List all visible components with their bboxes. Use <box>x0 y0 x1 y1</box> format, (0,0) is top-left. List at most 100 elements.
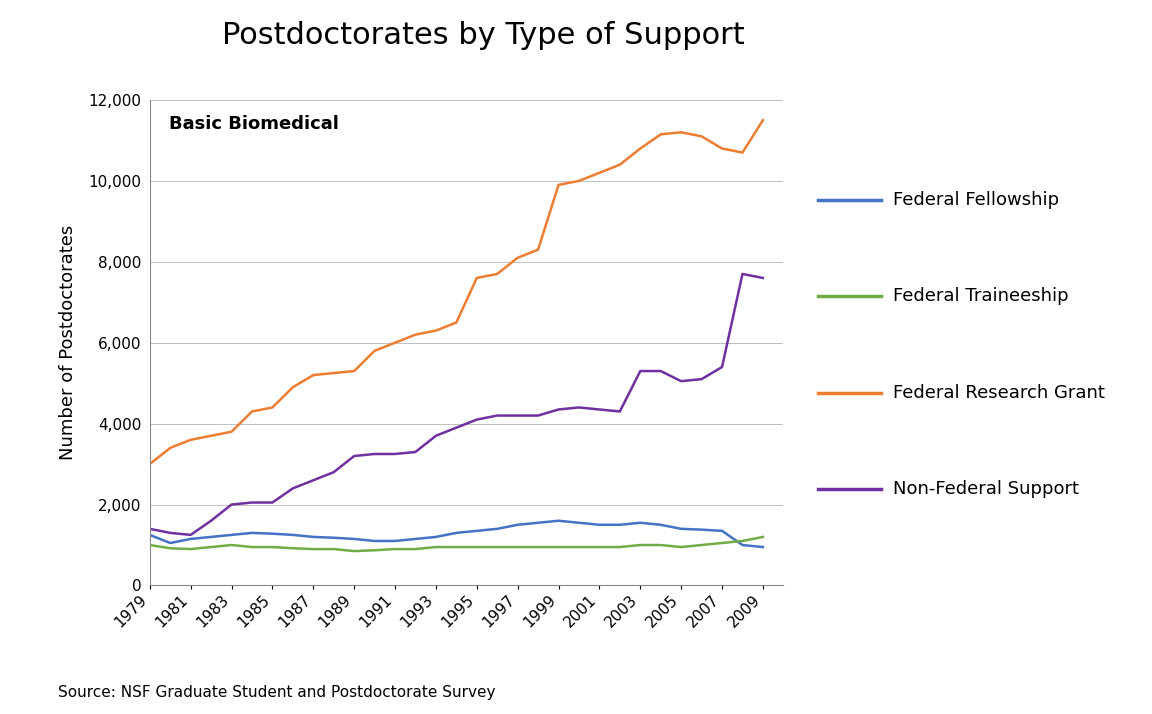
Federal Fellowship <box>409 535 423 543</box>
Federal Traineeship <box>367 546 381 555</box>
Text: Postdoctorates by Type of Support: Postdoctorates by Type of Support <box>222 21 745 51</box>
Federal Traineeship <box>634 540 647 549</box>
Line: Non-Federal Support: Non-Federal Support <box>150 274 763 535</box>
Federal Traineeship <box>573 543 586 551</box>
Non-Federal Support <box>204 516 218 525</box>
Federal Research Grant <box>143 460 157 468</box>
Federal Research Grant <box>491 270 505 278</box>
Federal Research Grant <box>654 130 668 139</box>
Federal Research Grant <box>613 161 627 169</box>
Non-Federal Support <box>552 405 566 413</box>
Federal Traineeship <box>470 543 484 551</box>
Federal Traineeship <box>613 543 627 551</box>
Non-Federal Support <box>367 450 381 458</box>
Y-axis label: Number of Postdoctorates: Number of Postdoctorates <box>59 225 77 461</box>
Federal Fellowship <box>736 540 750 549</box>
Federal Traineeship <box>143 540 157 549</box>
Federal Fellowship <box>674 525 688 533</box>
Federal Traineeship <box>736 537 750 545</box>
Federal Fellowship <box>347 535 361 543</box>
Federal Traineeship <box>674 543 688 551</box>
Federal Traineeship <box>429 543 442 551</box>
Federal Traineeship <box>491 543 505 551</box>
Federal Fellowship <box>715 527 729 536</box>
Non-Federal Support <box>225 501 238 509</box>
Non-Federal Support <box>573 403 586 412</box>
Non-Federal Support <box>245 498 259 507</box>
Federal Fellowship <box>491 525 505 533</box>
Federal Fellowship <box>470 527 484 536</box>
Non-Federal Support <box>286 484 300 493</box>
Federal Research Grant <box>573 176 586 185</box>
Federal Fellowship <box>286 531 300 539</box>
Federal Fellowship <box>531 518 545 527</box>
Federal Traineeship <box>347 547 361 555</box>
Federal Traineeship <box>265 543 279 551</box>
Text: Source: NSF Graduate Student and Postdoctorate Survey: Source: NSF Graduate Student and Postdoc… <box>58 685 495 700</box>
Federal Research Grant <box>286 383 300 391</box>
Text: Basic Biomedical: Basic Biomedical <box>168 114 339 133</box>
Federal Traineeship <box>510 543 524 551</box>
Non-Federal Support <box>613 407 627 416</box>
Federal Traineeship <box>164 544 177 553</box>
Non-Federal Support <box>654 367 668 376</box>
Federal Traineeship <box>183 545 197 553</box>
Federal Fellowship <box>143 531 157 539</box>
Text: Federal Traineeship: Federal Traineeship <box>893 287 1068 306</box>
Federal Fellowship <box>592 521 606 529</box>
Federal Fellowship <box>164 538 177 547</box>
Federal Research Grant <box>715 144 729 153</box>
Federal Research Grant <box>306 371 320 379</box>
Federal Traineeship <box>327 545 341 553</box>
Non-Federal Support <box>674 377 688 386</box>
Federal Research Grant <box>552 181 566 189</box>
Non-Federal Support <box>695 375 708 383</box>
Non-Federal Support <box>510 411 524 420</box>
Federal Fellowship <box>245 528 259 537</box>
Non-Federal Support <box>491 411 505 420</box>
Non-Federal Support <box>429 431 442 440</box>
Federal Traineeship <box>695 540 708 549</box>
Federal Research Grant <box>164 443 177 452</box>
Federal Research Grant <box>634 144 647 153</box>
Text: Non-Federal Support: Non-Federal Support <box>893 480 1078 498</box>
Federal Research Grant <box>183 436 197 444</box>
Federal Research Grant <box>265 403 279 412</box>
Federal Fellowship <box>510 521 524 529</box>
Federal Fellowship <box>552 516 566 525</box>
Line: Federal Traineeship: Federal Traineeship <box>150 537 763 551</box>
Federal Research Grant <box>470 273 484 282</box>
Non-Federal Support <box>736 270 750 278</box>
Federal Fellowship <box>449 528 463 537</box>
Line: Federal Research Grant: Federal Research Grant <box>150 120 763 464</box>
Non-Federal Support <box>388 450 402 458</box>
Non-Federal Support <box>265 498 279 507</box>
Federal Fellowship <box>388 537 402 545</box>
Non-Federal Support <box>183 531 197 539</box>
Federal Research Grant <box>204 431 218 440</box>
Line: Federal Fellowship: Federal Fellowship <box>150 521 763 547</box>
Federal Fellowship <box>695 526 708 534</box>
Federal Fellowship <box>429 533 442 541</box>
Federal Traineeship <box>306 545 320 553</box>
Non-Federal Support <box>715 363 729 371</box>
Federal Research Grant <box>429 326 442 335</box>
Non-Federal Support <box>143 525 157 533</box>
Federal Traineeship <box>204 543 218 551</box>
Non-Federal Support <box>470 416 484 424</box>
Federal Traineeship <box>286 544 300 553</box>
Text: Federal Research Grant: Federal Research Grant <box>893 383 1105 402</box>
Federal Fellowship <box>634 518 647 527</box>
Federal Research Grant <box>736 149 750 157</box>
Non-Federal Support <box>347 452 361 461</box>
Federal Research Grant <box>695 132 708 141</box>
Non-Federal Support <box>409 448 423 456</box>
Federal Fellowship <box>306 533 320 541</box>
Federal Fellowship <box>573 518 586 527</box>
Federal Traineeship <box>225 540 238 549</box>
Federal Research Grant <box>409 331 423 339</box>
Federal Fellowship <box>327 533 341 542</box>
Federal Fellowship <box>756 543 770 551</box>
Federal Research Grant <box>592 169 606 177</box>
Federal Fellowship <box>183 535 197 543</box>
